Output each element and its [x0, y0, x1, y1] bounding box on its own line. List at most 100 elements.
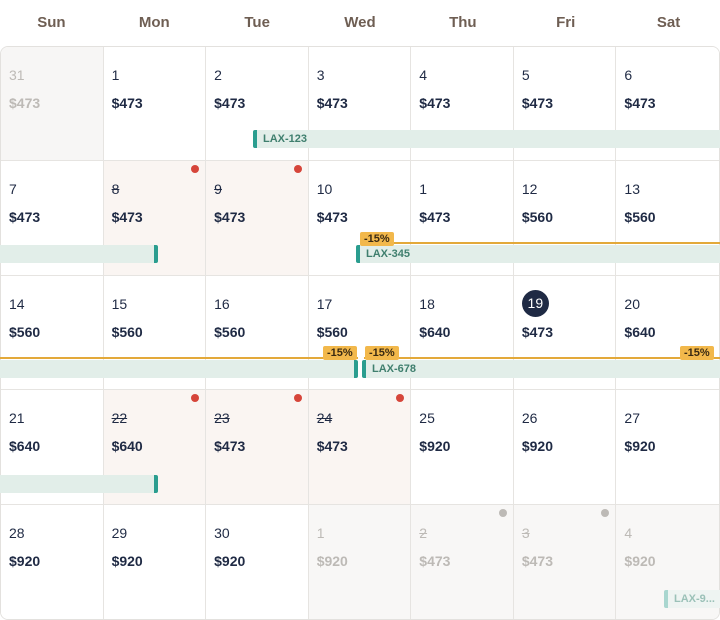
day-number: 26 [521, 410, 538, 427]
calendar-day-cell[interactable]: 29 $920 [103, 504, 207, 619]
day-number: 12 [521, 181, 538, 198]
day-number: 2 [214, 67, 222, 83]
day-number: 23 [214, 410, 230, 427]
calendar-day-cell[interactable]: 24 $473 [308, 390, 412, 505]
day-number: 4 [624, 524, 633, 541]
day-number: 21 [9, 410, 25, 427]
calendar-day-cell[interactable]: 17 $560 [308, 275, 412, 391]
calendar-grid: 31 $473 1 $473 2 $473 3 $473 4 $473 5 $473 6 $473 7 $47… [0, 46, 720, 620]
calendar-day-cell[interactable]: 14 $560 [1, 275, 104, 391]
day-number: 17 [316, 295, 333, 312]
blocked-indicator-icon [498, 508, 507, 517]
weekday-label: Sun [37, 14, 66, 31]
nightly-price: $560 [316, 323, 348, 340]
nightly-price: $920 [214, 552, 246, 569]
nightly-price: $473 [214, 438, 246, 455]
nightly-price: $473 [316, 209, 348, 226]
today-marker: 19 [521, 289, 549, 317]
day-number: 14 [9, 295, 25, 312]
day-number: 16 [214, 295, 230, 312]
day-number: 13 [624, 181, 640, 198]
weekday-label: Tue [244, 14, 270, 31]
blocked-indicator-icon [191, 394, 200, 403]
day-number: 3 [521, 524, 530, 541]
calendar-day-cell[interactable]: 8 $473 [103, 161, 207, 276]
nightly-price: $560 [9, 323, 41, 340]
day-number: 4 [419, 67, 428, 83]
nightly-price: $473 [521, 95, 553, 111]
weekday-header: Sun Mon Tue Wed Thu Fri Sat [0, 0, 720, 46]
nightly-price: $920 [111, 552, 143, 569]
nightly-price: $920 [419, 438, 451, 455]
calendar-day-cell[interactable]: 31 $473 [1, 47, 104, 162]
calendar-day-cell[interactable]: 22 $640 [103, 390, 207, 505]
nightly-price: $473 [9, 95, 41, 111]
day-number: 7 [9, 181, 17, 198]
calendar-day-cell[interactable]: 2 $473 [411, 504, 514, 619]
day-number: 31 [9, 67, 25, 83]
calendar-day-cell[interactable]: 13 $560 [616, 161, 719, 276]
nightly-price: $473 [624, 95, 656, 111]
calendar-day-cell[interactable]: 25 $920 [411, 390, 514, 505]
nightly-price: $473 [111, 209, 143, 226]
calendar-day-cell[interactable]: 1 $473 [411, 161, 514, 276]
calendar-day-cell[interactable]: 27 $920 [616, 390, 719, 505]
weekday-label: Mon [138, 14, 170, 31]
calendar-day-cell[interactable]: 16 $560 [206, 275, 309, 391]
nightly-price: $920 [9, 552, 41, 569]
calendar-day-cell[interactable]: 4 $473 [411, 47, 514, 162]
weekday-label: Wed [344, 14, 376, 31]
day-number: 1 [419, 181, 428, 198]
calendar-day-cell[interactable]: 9 $473 [206, 161, 309, 276]
calendar-day-cell[interactable]: 21 $640 [1, 390, 104, 505]
day-number: 3 [316, 67, 325, 83]
nightly-price: $473 [214, 209, 246, 226]
nightly-price: $560 [214, 323, 246, 340]
calendar-day-cell[interactable]: 1 $473 [103, 47, 207, 162]
nightly-price: $473 [316, 438, 348, 455]
day-number: 22 [111, 410, 128, 427]
calendar-day-cell[interactable]: 1 $920 [308, 504, 412, 619]
calendar-day-cell[interactable]: 19 $473 [513, 275, 617, 391]
nightly-price: $560 [521, 209, 553, 226]
calendar-day-cell[interactable]: 26 $920 [513, 390, 617, 505]
nightly-price: $640 [624, 323, 656, 340]
calendar-day-cell[interactable]: 10 $473 [308, 161, 412, 276]
nightly-price: $560 [624, 209, 656, 226]
nightly-price: $473 [316, 95, 348, 111]
calendar-day-cell[interactable]: 3 $473 [513, 504, 617, 619]
nightly-price: $920 [521, 438, 553, 455]
calendar-day-cell[interactable]: 4 $920 [616, 504, 719, 619]
day-number: 8 [111, 181, 120, 198]
day-number: 10 [316, 181, 333, 198]
day-number: 15 [111, 295, 128, 312]
nightly-price: $473 [521, 323, 553, 340]
calendar-day-cell[interactable]: 12 $560 [513, 161, 617, 276]
nightly-price: $473 [419, 95, 451, 111]
calendar-day-cell[interactable]: 6 $473 [616, 47, 719, 162]
day-number: 5 [521, 67, 530, 83]
nightly-price: $473 [419, 552, 451, 569]
calendar-day-cell[interactable]: 18 $640 [411, 275, 514, 391]
weekday-label: Fri [556, 14, 576, 31]
nightly-price: $920 [316, 552, 348, 569]
weekday-label: Thu [449, 14, 477, 31]
calendar-day-cell[interactable]: 23 $473 [206, 390, 309, 505]
calendar-day-cell[interactable]: 28 $920 [1, 504, 104, 619]
calendar-day-cell[interactable]: 2 $473 [206, 47, 309, 162]
blocked-indicator-icon [601, 508, 610, 517]
day-number: 18 [419, 295, 435, 312]
blocked-indicator-icon [293, 394, 302, 403]
day-number: 24 [316, 410, 333, 427]
calendar-day-cell[interactable]: 15 $560 [103, 275, 207, 391]
nightly-price: $473 [111, 95, 143, 111]
calendar-day-cell[interactable]: 20 $640 [616, 275, 719, 391]
nightly-price: $920 [624, 438, 656, 455]
calendar-day-cell[interactable]: 30 $920 [206, 504, 309, 619]
nightly-price: $920 [624, 552, 656, 569]
calendar-day-cell[interactable]: 5 $473 [513, 47, 617, 162]
nightly-price: $640 [9, 438, 41, 455]
blocked-indicator-icon [293, 165, 302, 174]
calendar-day-cell[interactable]: 3 $473 [308, 47, 412, 162]
calendar-day-cell[interactable]: 7 $473 [1, 161, 104, 276]
